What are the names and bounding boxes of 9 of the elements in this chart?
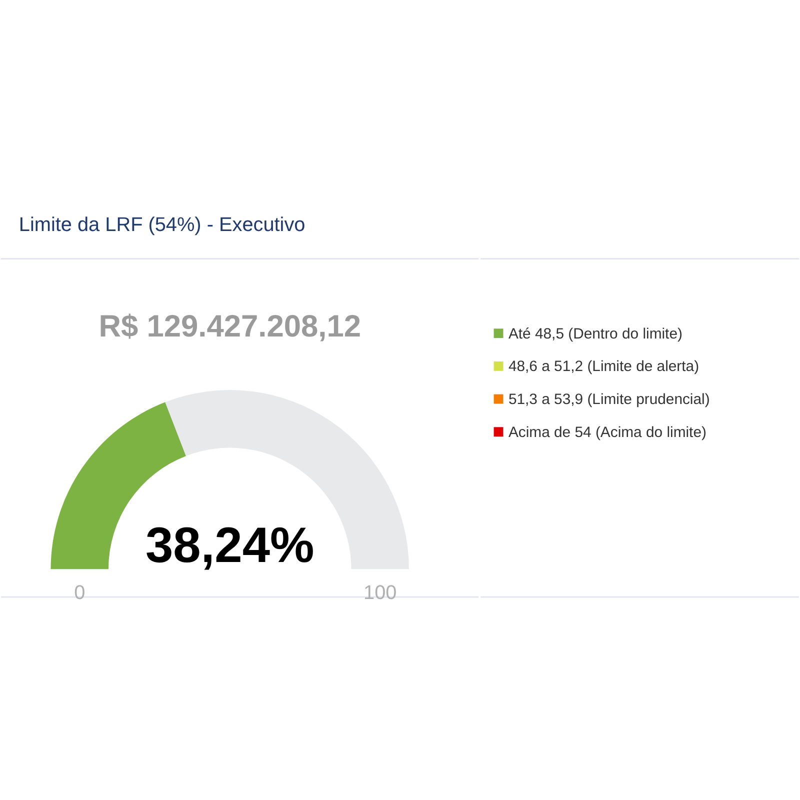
category-label: Acima de 54 (Acima do limite) — [508, 424, 706, 441]
category-label: Até 48,5 (Dentro do limite) — [508, 325, 682, 342]
category-label: 48,6 a 51,2 (Limite de alerta) — [508, 358, 700, 376]
text: 0 — [74, 582, 86, 604]
chart-title: Limite da LRF (54%) - Executivo — [18, 214, 306, 236]
category-label: 51,3 a 53,9 (Limite prudencial) — [508, 390, 710, 408]
text: 38,24% — [145, 517, 314, 574]
chart-subtitle: R$ 129.427.208,12 — [98, 308, 361, 344]
text: 100 — [364, 582, 397, 604]
